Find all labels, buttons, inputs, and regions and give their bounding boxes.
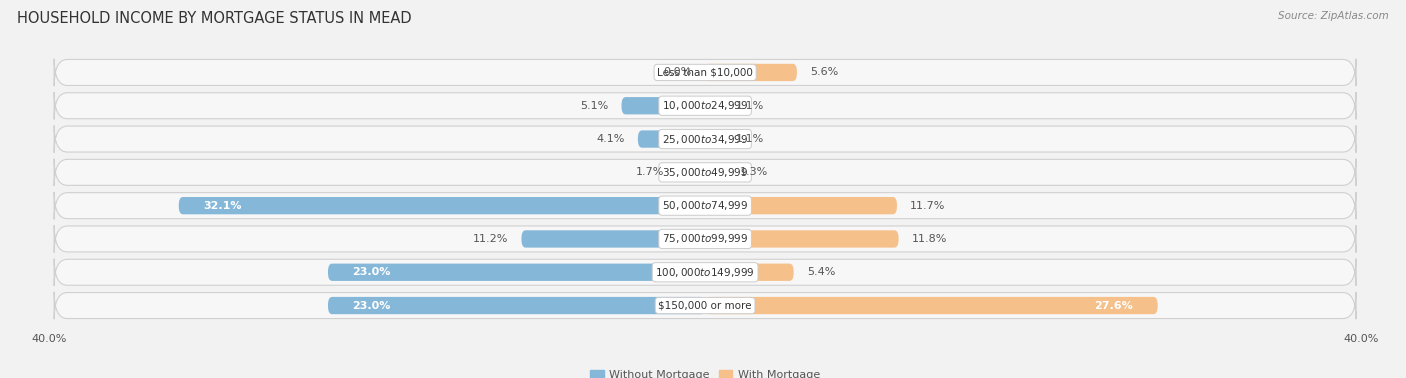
FancyBboxPatch shape: [706, 64, 797, 81]
FancyBboxPatch shape: [53, 92, 1357, 119]
Text: Less than $10,000: Less than $10,000: [657, 67, 754, 77]
FancyBboxPatch shape: [53, 192, 1357, 219]
FancyBboxPatch shape: [706, 263, 793, 281]
FancyBboxPatch shape: [706, 164, 727, 181]
Text: 1.1%: 1.1%: [737, 101, 765, 111]
FancyBboxPatch shape: [706, 230, 898, 248]
FancyBboxPatch shape: [706, 97, 723, 115]
FancyBboxPatch shape: [53, 159, 1357, 186]
Text: 11.2%: 11.2%: [472, 234, 509, 244]
FancyBboxPatch shape: [179, 197, 706, 214]
Text: 1.3%: 1.3%: [740, 167, 768, 177]
Text: $100,000 to $149,999: $100,000 to $149,999: [655, 266, 755, 279]
Text: $35,000 to $49,999: $35,000 to $49,999: [662, 166, 748, 179]
Text: 32.1%: 32.1%: [204, 201, 242, 211]
Text: Source: ZipAtlas.com: Source: ZipAtlas.com: [1278, 11, 1389, 21]
Text: $25,000 to $34,999: $25,000 to $34,999: [662, 133, 748, 146]
Text: $150,000 or more: $150,000 or more: [658, 301, 752, 311]
FancyBboxPatch shape: [53, 59, 1357, 86]
Text: 27.6%: 27.6%: [1094, 301, 1133, 311]
Text: 5.4%: 5.4%: [807, 267, 835, 277]
FancyBboxPatch shape: [328, 297, 706, 314]
FancyBboxPatch shape: [638, 130, 706, 148]
FancyBboxPatch shape: [678, 164, 706, 181]
FancyBboxPatch shape: [53, 125, 1357, 153]
Text: 5.6%: 5.6%: [810, 67, 838, 77]
Legend: Without Mortgage, With Mortgage: Without Mortgage, With Mortgage: [586, 366, 824, 378]
Text: 5.1%: 5.1%: [581, 101, 609, 111]
Text: 11.7%: 11.7%: [910, 201, 945, 211]
Text: 23.0%: 23.0%: [353, 267, 391, 277]
FancyBboxPatch shape: [621, 97, 706, 115]
Text: $50,000 to $74,999: $50,000 to $74,999: [662, 199, 748, 212]
Text: 23.0%: 23.0%: [353, 301, 391, 311]
FancyBboxPatch shape: [706, 197, 897, 214]
Text: HOUSEHOLD INCOME BY MORTGAGE STATUS IN MEAD: HOUSEHOLD INCOME BY MORTGAGE STATUS IN M…: [17, 11, 412, 26]
FancyBboxPatch shape: [706, 297, 1157, 314]
FancyBboxPatch shape: [706, 130, 723, 148]
FancyBboxPatch shape: [53, 225, 1357, 253]
FancyBboxPatch shape: [522, 230, 706, 248]
FancyBboxPatch shape: [53, 259, 1357, 286]
Text: $10,000 to $24,999: $10,000 to $24,999: [662, 99, 748, 112]
FancyBboxPatch shape: [328, 263, 706, 281]
Text: 0.0%: 0.0%: [664, 67, 692, 77]
Text: 1.7%: 1.7%: [636, 167, 664, 177]
Text: $75,000 to $99,999: $75,000 to $99,999: [662, 232, 748, 245]
Text: 11.8%: 11.8%: [911, 234, 948, 244]
FancyBboxPatch shape: [53, 292, 1357, 319]
Text: 4.1%: 4.1%: [596, 134, 624, 144]
Text: 1.1%: 1.1%: [737, 134, 765, 144]
